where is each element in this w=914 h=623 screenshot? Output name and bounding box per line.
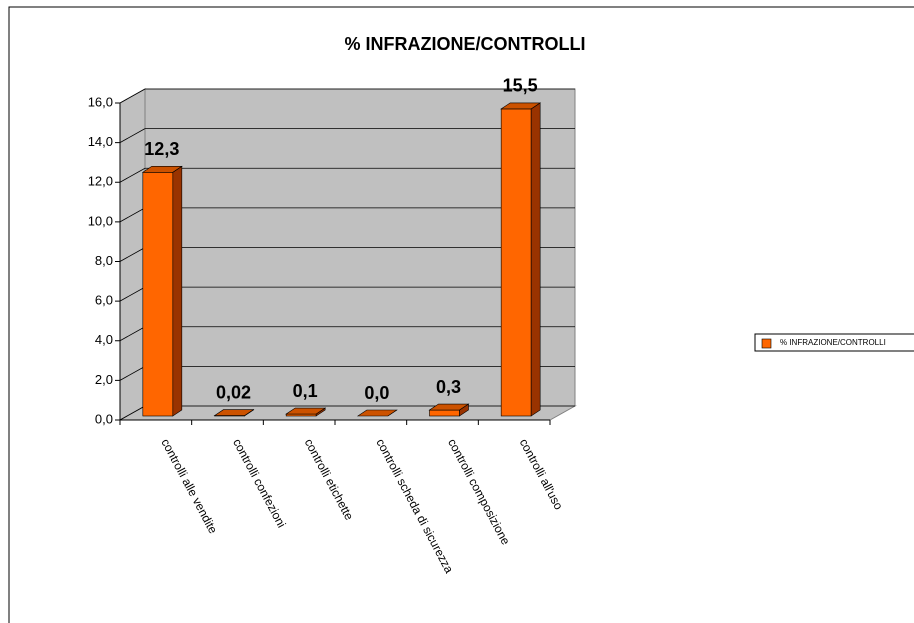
bar-top — [500, 102, 542, 110]
bar-side — [530, 102, 541, 417]
y-tick-label: 10,0 — [88, 213, 113, 228]
grid-line — [119, 247, 146, 262]
legend: % INFRAZIONE/CONTROLLI — [754, 333, 914, 352]
y-tick-label: 14,0 — [88, 134, 113, 149]
value-label: 12,3 — [144, 139, 179, 159]
bar — [213, 409, 255, 417]
legend-box — [754, 333, 914, 352]
value-label: 0,1 — [293, 381, 318, 401]
grid-line — [119, 286, 146, 302]
bar-side — [172, 165, 183, 417]
value-label: 15,5 — [503, 76, 538, 96]
grid-line — [119, 405, 146, 421]
bar-front — [142, 172, 174, 417]
value-label: 0,02 — [216, 382, 251, 402]
legend-swatch — [761, 338, 772, 349]
bar-top — [356, 409, 398, 417]
bar-front — [500, 108, 532, 417]
value-label: 0,3 — [436, 377, 461, 397]
bar-front — [429, 409, 460, 417]
bar — [500, 102, 542, 417]
y-tick-label: 12,0 — [88, 174, 113, 189]
y-tick-label: 0,0 — [95, 411, 113, 426]
bar-top — [285, 407, 327, 415]
grid-line — [119, 167, 146, 183]
bar — [285, 407, 327, 417]
value-label: 0,0 — [364, 383, 389, 403]
bar — [356, 409, 398, 417]
bar-top — [213, 409, 255, 416]
bar-top — [428, 403, 470, 411]
bar — [428, 403, 470, 417]
y-tick-label: 4,0 — [95, 332, 113, 347]
bar-top — [141, 166, 183, 173]
y-tick-label: 16,0 — [88, 94, 113, 109]
chart-title: % INFRAZIONE/CONTROLLI — [345, 34, 586, 54]
grid-line — [119, 128, 146, 143]
y-tick-label: 6,0 — [95, 293, 113, 308]
grid-line — [119, 88, 146, 104]
grid-line — [119, 366, 146, 381]
bar — [141, 165, 183, 417]
grid-line — [119, 326, 146, 342]
legend-label: % INFRAZIONE/CONTROLLI — [780, 338, 886, 347]
grid-line — [119, 207, 146, 223]
y-tick-label: 8,0 — [95, 253, 113, 268]
y-tick-label: 2,0 — [95, 372, 113, 387]
